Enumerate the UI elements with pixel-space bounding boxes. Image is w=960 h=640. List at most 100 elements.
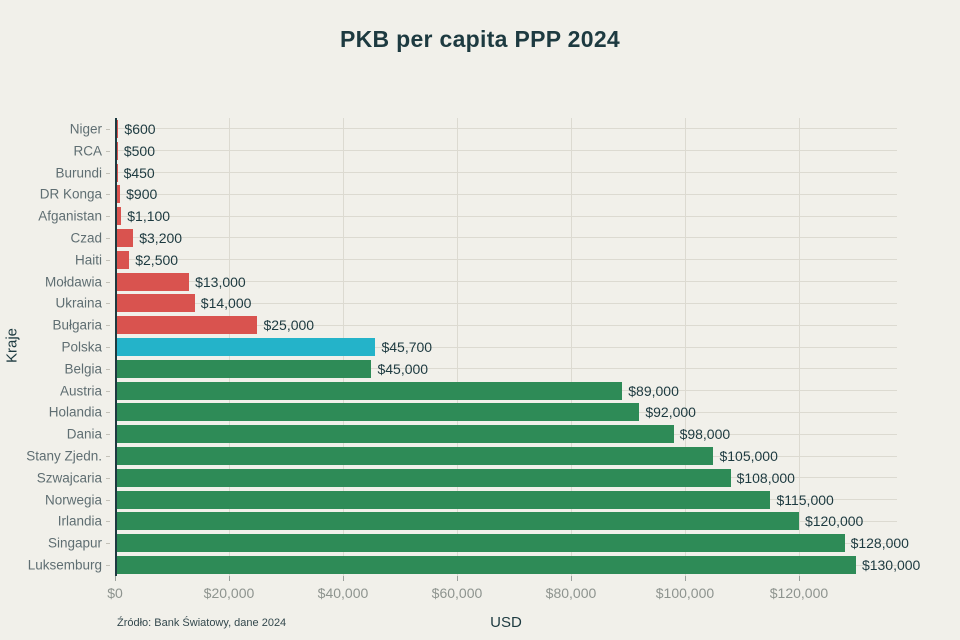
value-label-luksemburg: $130,000 [861, 557, 921, 574]
y-tick-mark [106, 194, 110, 196]
y-axis-line [115, 118, 117, 576]
plot-area: $600 $500 $450 $900 $1,100 $3,200 $2,500 $13,00… [115, 118, 920, 576]
gridline-horizontal [115, 193, 897, 195]
category-label-ukraina: Ukraina [55, 295, 102, 311]
value-label-norwegia: $115,000 [776, 491, 834, 508]
y-tick-mark [106, 521, 110, 523]
y-tick-mark [106, 237, 110, 239]
value-label-rca: $500 [123, 142, 155, 159]
bar-haiti [115, 250, 130, 269]
bar-stany-zjedn [115, 447, 714, 466]
category-label-dania: Dania [66, 426, 102, 442]
y-tick-mark [106, 368, 110, 370]
source-note: Źródło: Bank Światowy, dane 2024 [117, 617, 287, 629]
y-tick-mark [106, 128, 110, 130]
value-label-austria: $89,000 [628, 382, 679, 399]
y-tick-mark [106, 456, 110, 458]
bar-polska [115, 338, 376, 356]
x-tick-mark [798, 576, 800, 581]
bar-belgia [115, 359, 372, 378]
chart-title: PKB per capita PPP 2024 [339, 26, 621, 52]
y-axis-labels: Niger RCA Burundi DR Konga Afganistan Czad Hai… [0, 118, 110, 576]
category-label-bulgaria: Bułgaria [52, 317, 102, 333]
category-label-norwegia: Norwegia [44, 492, 102, 508]
category-label-rca: RCA [73, 143, 102, 159]
x-tick-label: $60,000 [431, 585, 483, 601]
bar-austria [115, 381, 623, 400]
bar-afganistan [115, 207, 122, 226]
gridline-horizontal [115, 281, 897, 283]
x-tick-label: $40,000 [317, 585, 369, 601]
category-label-moldawia: Mołdawia [44, 274, 102, 290]
y-tick-mark [106, 390, 110, 392]
category-label-afganistan: Afganistan [38, 208, 102, 224]
gridline-horizontal [115, 259, 897, 261]
bar-dr-konga [115, 185, 121, 204]
gridline-horizontal [115, 128, 897, 130]
category-label-haiti: Haiti [74, 252, 102, 268]
gridline-horizontal [115, 368, 897, 370]
value-label-irlandia: $120,000 [804, 513, 864, 530]
y-tick-mark [106, 303, 110, 305]
gridline-horizontal [115, 150, 897, 152]
x-tick-label: $20,000 [203, 585, 255, 601]
value-label-stany-zjedn: $105,000 [719, 448, 778, 465]
value-label-bulgaria: $25,000 [263, 317, 315, 334]
bar-czad [115, 228, 134, 247]
gridline-horizontal [115, 346, 897, 348]
gridline-horizontal [115, 237, 897, 239]
value-label-singapur: $128,000 [850, 535, 909, 552]
category-label-czad: Czad [70, 230, 102, 246]
value-label-polska: $45,700 [381, 339, 433, 355]
y-tick-mark [106, 347, 110, 348]
x-tick-mark [228, 576, 230, 581]
category-label-austria: Austria [59, 383, 102, 399]
value-label-dania: $98,000 [679, 426, 731, 443]
y-tick-mark [106, 543, 110, 545]
y-tick-mark [106, 412, 110, 414]
category-label-luksemburg: Luksemburg [27, 557, 102, 573]
value-label-haiti: $2,500 [135, 251, 179, 268]
value-label-ukraina: $14,000 [200, 295, 252, 312]
y-tick-mark [106, 150, 110, 152]
value-label-niger: $600 [124, 120, 156, 137]
category-label-irlandia: Irlandia [57, 513, 102, 529]
category-label-singapur: Singapur [47, 535, 102, 551]
category-label-burundi: Burundi [55, 165, 102, 181]
y-tick-mark [106, 216, 110, 218]
y-tick-mark [106, 499, 110, 501]
y-tick-mark [106, 281, 110, 283]
x-axis-title: USD [490, 614, 522, 631]
x-tick-mark [570, 576, 572, 581]
x-tick-label: $120,000 [769, 585, 829, 601]
value-label-czad: $3,200 [139, 229, 183, 246]
bar-bulgaria [115, 316, 258, 335]
x-axis: $0 $20,000 $40,000 $60,000 $80,000 $100,000 $1… [107, 576, 897, 616]
x-tick-label: $100,000 [655, 585, 715, 601]
category-label-belgia: Belgia [64, 361, 102, 377]
x-tick-mark [684, 576, 686, 581]
x-tick-mark [456, 576, 458, 581]
value-label-dr-konga: $900 [126, 186, 158, 203]
y-tick-mark [106, 259, 110, 261]
category-label-dr-konga: DR Konga [39, 186, 102, 202]
bar-irlandia [115, 512, 799, 531]
bar-szwajcaria [115, 468, 731, 487]
gridline-horizontal [115, 172, 897, 174]
x-tick-mark [342, 576, 344, 581]
bar-ukraina [115, 294, 195, 313]
value-label-szwajcaria: $108,000 [736, 469, 795, 486]
y-tick-mark [106, 434, 110, 436]
x-tick-mark [115, 576, 116, 581]
y-tick-mark [106, 172, 110, 174]
gridline-horizontal [115, 215, 897, 217]
category-label-niger: Niger [69, 121, 102, 137]
value-label-belgia: $45,000 [377, 360, 429, 377]
value-label-holandia: $92,000 [645, 404, 696, 421]
y-tick-mark [106, 565, 110, 567]
bar-holandia [115, 403, 640, 422]
bar-moldawia [115, 272, 190, 291]
bar-luksemburg [115, 556, 856, 575]
gridline-horizontal [115, 302, 897, 304]
category-label-stany-zjedn: Stany Zjedn. [26, 448, 102, 464]
